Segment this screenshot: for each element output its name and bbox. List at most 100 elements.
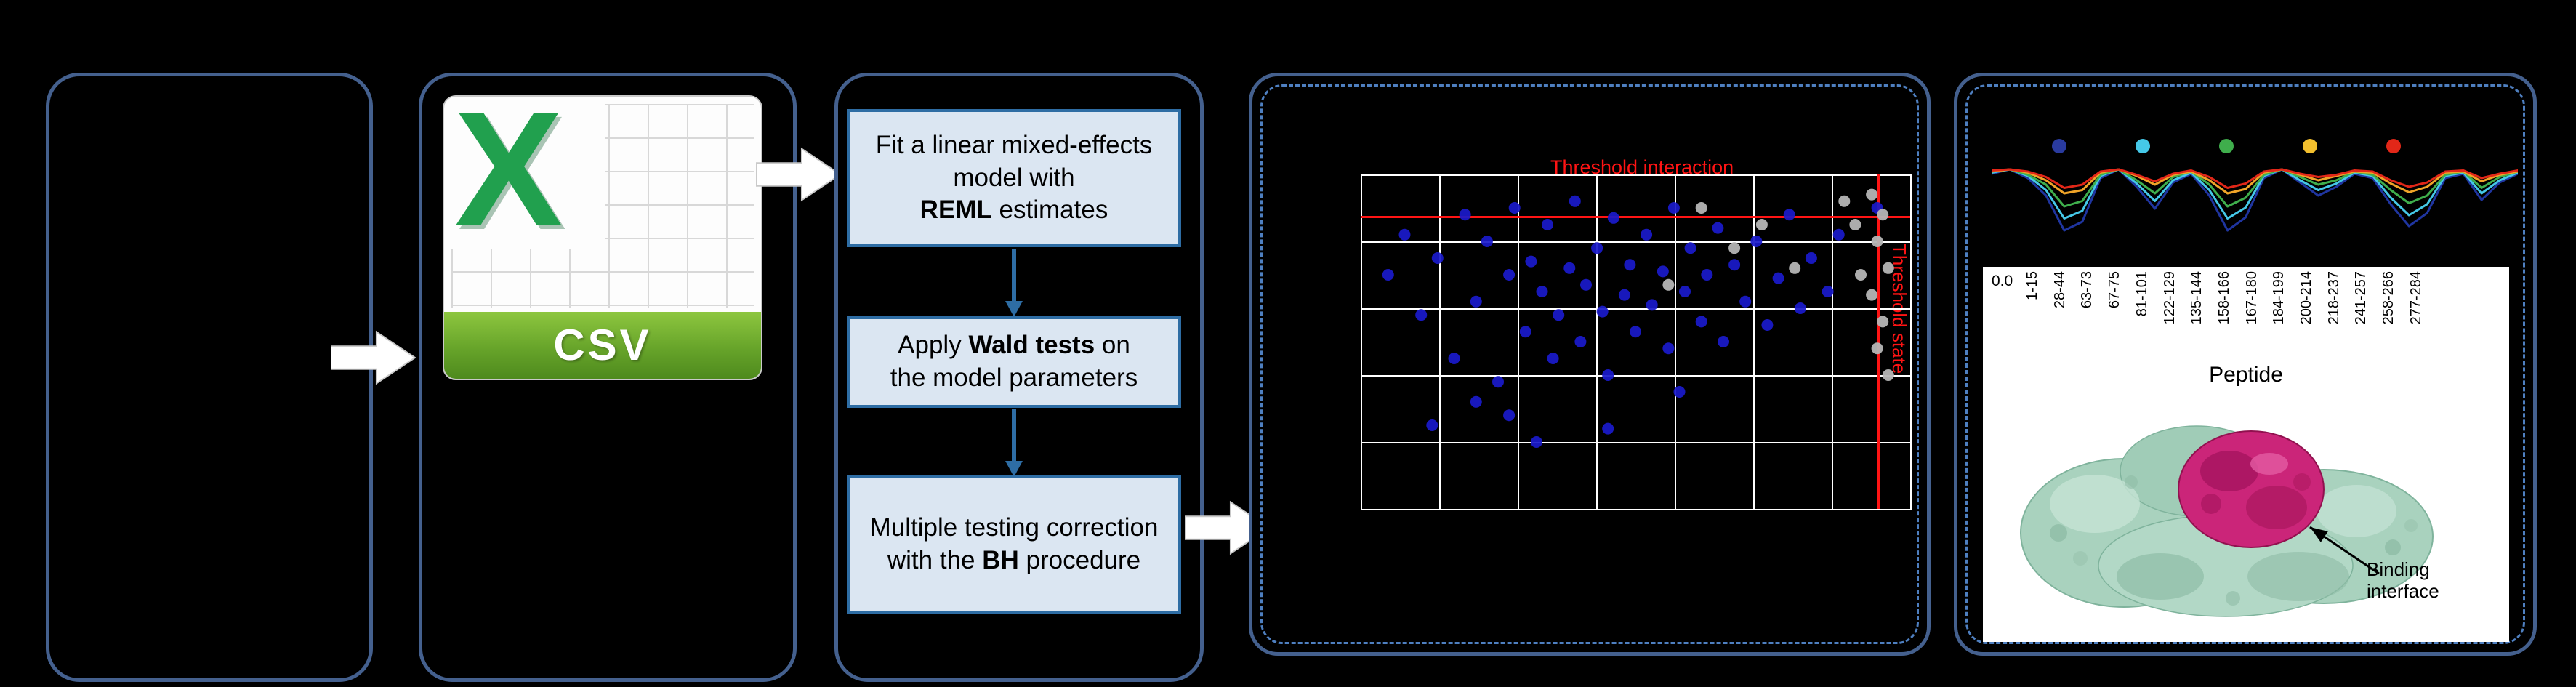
method-step-reml: Fit a linear mixed-effects model with RE…	[847, 109, 1181, 247]
scatter-point-blue	[1426, 419, 1438, 431]
scatter-point-blue	[1618, 289, 1630, 301]
scatter-point-blue	[1832, 228, 1845, 241]
scatter-point-gray	[1838, 195, 1851, 207]
scatter-point-gray	[1728, 242, 1741, 254]
scatter-point-gray	[1877, 209, 1889, 221]
csv-file-icon: X CSV	[443, 95, 762, 380]
scatter-point-blue	[1553, 309, 1565, 321]
protein-binding-site	[2178, 430, 2325, 548]
scatter-point-gray	[1866, 289, 1878, 301]
scatter-output-dashed-border	[1260, 84, 1919, 644]
legend-dot-icon	[2136, 139, 2150, 153]
scatter-point-blue	[1662, 342, 1675, 355]
kinetics-line	[1992, 168, 2518, 208]
scatter-point-blue	[1624, 259, 1636, 271]
scatter-point-blue	[1772, 272, 1784, 284]
scatter-point-blue	[1630, 326, 1641, 338]
scatter-point-blue	[1481, 236, 1493, 247]
step-connector-arrow-2	[1005, 409, 1023, 477]
scatter-point-blue	[1530, 436, 1542, 448]
protein-structure	[2020, 425, 2434, 617]
scatter-point-blue	[1542, 219, 1553, 230]
scatter-point-blue	[1503, 409, 1516, 422]
scatter-point-blue	[1591, 242, 1603, 254]
flow-arrow-1-icon	[331, 330, 416, 385]
scatter-point-gray	[1871, 342, 1883, 355]
legend-dot-icon	[2052, 139, 2066, 153]
scatter-point-blue	[1602, 369, 1614, 381]
scatter-point-blue	[1415, 309, 1428, 321]
scatter-point-blue	[1657, 265, 1669, 278]
scatter-point-blue	[1602, 422, 1614, 435]
csv-panel: X CSV	[419, 73, 797, 682]
method-step-reml-text: Fit a linear mixed-effects model with RE…	[875, 130, 1153, 225]
scatter-point-blue	[1503, 269, 1516, 281]
method-step-bh: Multiple testing correction with the BH …	[847, 475, 1181, 614]
scatter-point-blue	[1679, 286, 1691, 297]
scatter-point-blue	[1712, 222, 1724, 234]
scatter-point-gray	[1849, 219, 1861, 230]
timepoint-legend	[2052, 137, 2401, 155]
scatter-point-blue	[1563, 262, 1576, 274]
kinetics-line	[1992, 168, 2518, 232]
scatter-point-blue	[1718, 336, 1729, 347]
scatter-point-blue	[1695, 316, 1707, 328]
scatter-point-blue	[1525, 255, 1537, 268]
legend-dot-icon	[2219, 139, 2234, 153]
scatter-point-blue	[1470, 295, 1482, 308]
legend-dot-icon	[2303, 139, 2317, 153]
kinetics-line	[1992, 168, 2518, 189]
scatter-point-blue	[1783, 209, 1795, 221]
scatter-point-blue	[1508, 202, 1521, 214]
scatter-point-blue	[1536, 286, 1548, 297]
scatter-plot	[1361, 174, 1912, 510]
scatter-point-blue	[1431, 252, 1444, 264]
scatter-point-gray	[1662, 278, 1675, 291]
scatter-point-blue	[1701, 269, 1713, 281]
legend-dot-icon	[2386, 139, 2401, 153]
input-panel	[46, 73, 373, 682]
kinetics-line	[1992, 168, 2518, 195]
scatter-point-blue	[1459, 209, 1471, 221]
scatter-point-blue	[1667, 202, 1680, 214]
scatter-point-blue	[1580, 278, 1592, 291]
scatter-point-gray	[1789, 262, 1801, 274]
scatter-output-panel: Threshold interaction Threshold state	[1249, 73, 1931, 656]
step-connector-arrow-1	[1005, 249, 1023, 317]
scatter-point-blue	[1673, 386, 1686, 398]
scatter-point-blue	[1684, 242, 1696, 254]
scatter-point-blue	[1739, 295, 1752, 308]
method-step-wald-text: Apply Wald tests on the model parameters	[890, 331, 1138, 392]
scatter-point-blue	[1750, 236, 1763, 247]
scatter-point-blue	[1574, 336, 1587, 347]
scatter-point-gray	[1871, 236, 1883, 247]
scatter-point-blue	[1641, 228, 1653, 241]
binding-interface-label: Binding interface	[2367, 558, 2439, 602]
excel-logo-backing	[448, 103, 605, 249]
csv-banner-label: CSV	[444, 312, 761, 379]
threshold-hline	[1361, 215, 1910, 218]
scatter-point-blue	[1761, 319, 1774, 331]
scatter-point-gray	[1882, 262, 1894, 274]
scatter-point-blue	[1794, 302, 1806, 314]
scatter-point-blue	[1398, 228, 1411, 241]
binding-arrow-icon	[2309, 526, 2380, 575]
scatter-point-blue	[1822, 286, 1834, 297]
results-white-card: 0.0 1-15 28-44 63-73 67-75 81-101 122-129 135-…	[1983, 267, 2509, 642]
scatter-point-gray	[1695, 202, 1707, 214]
scatter-point-blue	[1569, 195, 1581, 207]
scatter-point-blue	[1519, 326, 1531, 338]
scatter-point-gray	[1866, 188, 1878, 201]
method-step-wald: Apply Wald tests on the model parameters	[847, 316, 1181, 408]
scatter-point-gray	[1877, 316, 1889, 328]
scatter-point-blue	[1728, 259, 1741, 271]
threshold-vline	[1877, 174, 1880, 509]
method-panel: Fit a linear mixed-effects model with RE…	[834, 73, 1204, 682]
scatter-point-gray	[1855, 269, 1867, 281]
flow-arrow-2-icon	[756, 147, 842, 202]
kinetics-line	[1992, 168, 2518, 220]
scatter-point-blue	[1607, 212, 1619, 224]
kinetics-svg	[1992, 168, 2518, 232]
yaxis-min-label: 0.0	[1992, 273, 2013, 289]
excel-x-logo: X	[454, 95, 563, 260]
